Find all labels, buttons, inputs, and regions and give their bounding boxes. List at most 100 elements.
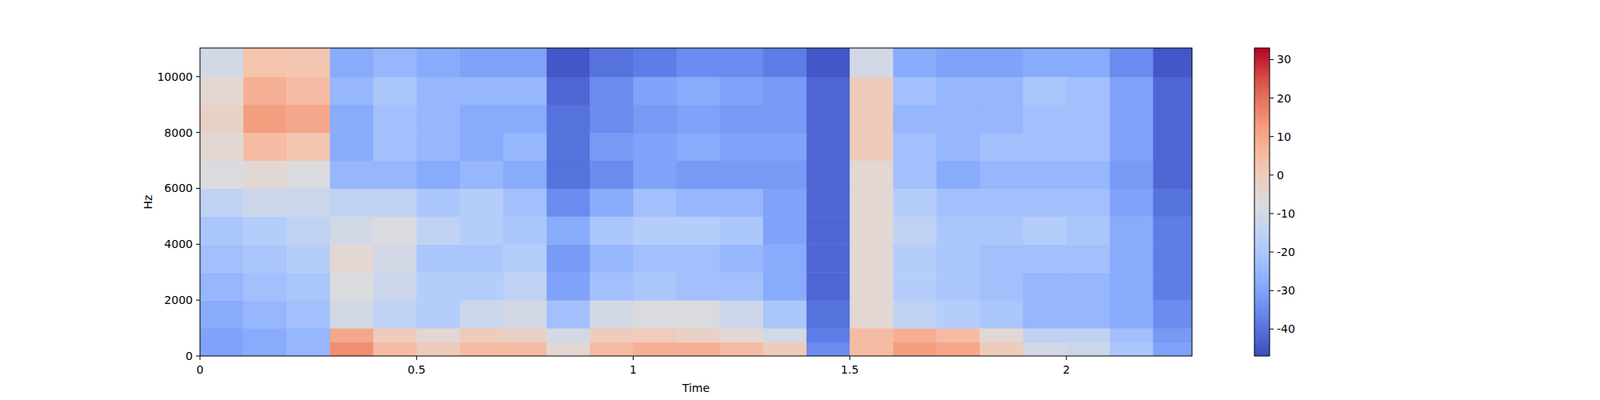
cell xyxy=(589,104,634,133)
cell xyxy=(329,76,374,105)
cell xyxy=(1066,216,1111,244)
cell xyxy=(200,216,244,244)
cell xyxy=(720,328,764,343)
cell xyxy=(1109,244,1154,272)
colorbar-tick-label: 10 xyxy=(1276,130,1292,144)
cell xyxy=(329,342,374,356)
cell xyxy=(892,216,937,244)
cell xyxy=(1152,160,1192,189)
cell xyxy=(589,76,634,105)
cell xyxy=(936,48,981,77)
cell xyxy=(849,216,894,244)
cell xyxy=(503,160,548,189)
cell xyxy=(936,104,981,133)
cell xyxy=(720,244,764,272)
cell xyxy=(1023,300,1068,328)
cell xyxy=(589,342,634,356)
cell xyxy=(936,76,981,105)
y-tick xyxy=(196,188,200,189)
cell xyxy=(1109,160,1154,189)
cell xyxy=(416,188,461,216)
cell xyxy=(373,188,418,216)
cell xyxy=(1152,76,1192,105)
cell xyxy=(632,160,677,189)
cell xyxy=(892,48,937,77)
cell xyxy=(676,272,721,300)
y-tick-label: 4000 xyxy=(164,237,193,251)
cell xyxy=(1023,328,1068,343)
x-tick xyxy=(1065,356,1067,360)
cell xyxy=(936,300,981,328)
cell xyxy=(1066,188,1111,216)
cell xyxy=(416,216,461,244)
cell xyxy=(676,328,721,343)
cell xyxy=(632,272,677,300)
cell xyxy=(720,160,764,189)
chart: 00.511.520200040006000800010000TimeHz-40… xyxy=(0,0,1600,400)
colorbar-tick xyxy=(1269,97,1274,99)
cell xyxy=(980,188,1024,216)
cell xyxy=(329,104,374,133)
cell xyxy=(589,328,634,343)
cell xyxy=(763,160,808,189)
cell xyxy=(763,300,808,328)
colorbar-tick-label: -20 xyxy=(1276,245,1296,259)
cell xyxy=(329,132,374,161)
cell xyxy=(329,328,374,343)
cell xyxy=(676,244,721,272)
cell xyxy=(546,76,591,105)
cell xyxy=(286,272,331,300)
cells xyxy=(200,48,1192,356)
cell xyxy=(720,48,764,77)
cell xyxy=(546,342,591,356)
cell xyxy=(243,104,288,133)
cell xyxy=(632,188,677,216)
cell xyxy=(806,244,851,272)
colorbar-tick xyxy=(1269,212,1274,214)
cell xyxy=(676,132,721,161)
cell xyxy=(892,328,937,343)
cell xyxy=(503,48,548,77)
cell xyxy=(892,342,937,356)
cell xyxy=(373,272,418,300)
cell xyxy=(460,132,504,161)
cell xyxy=(676,216,721,244)
cell xyxy=(720,132,764,161)
cell xyxy=(460,188,504,216)
cell xyxy=(286,216,331,244)
x-tick xyxy=(632,356,634,360)
cell xyxy=(373,76,418,105)
cell xyxy=(1109,188,1154,216)
cell xyxy=(980,160,1024,189)
cell xyxy=(460,104,504,133)
cell xyxy=(373,160,418,189)
cell xyxy=(763,342,808,356)
cell xyxy=(720,300,764,328)
cell xyxy=(460,300,504,328)
cell xyxy=(329,300,374,328)
cell xyxy=(416,328,461,343)
cell xyxy=(503,244,548,272)
cell xyxy=(416,48,461,77)
cell xyxy=(416,160,461,189)
cell xyxy=(763,188,808,216)
cell xyxy=(1023,216,1068,244)
cell xyxy=(460,160,504,189)
cell xyxy=(849,48,894,77)
cell xyxy=(1152,300,1192,328)
cell xyxy=(892,188,937,216)
cell xyxy=(720,272,764,300)
cell xyxy=(936,160,981,189)
cell xyxy=(892,272,937,300)
cell xyxy=(200,48,244,77)
cell xyxy=(892,160,937,189)
cell xyxy=(676,300,721,328)
cell xyxy=(546,244,591,272)
y-tick xyxy=(196,356,200,357)
cell xyxy=(1066,132,1111,161)
cell xyxy=(806,132,851,161)
cell xyxy=(200,328,244,343)
cell xyxy=(936,132,981,161)
cell xyxy=(546,272,591,300)
cell xyxy=(460,48,504,77)
